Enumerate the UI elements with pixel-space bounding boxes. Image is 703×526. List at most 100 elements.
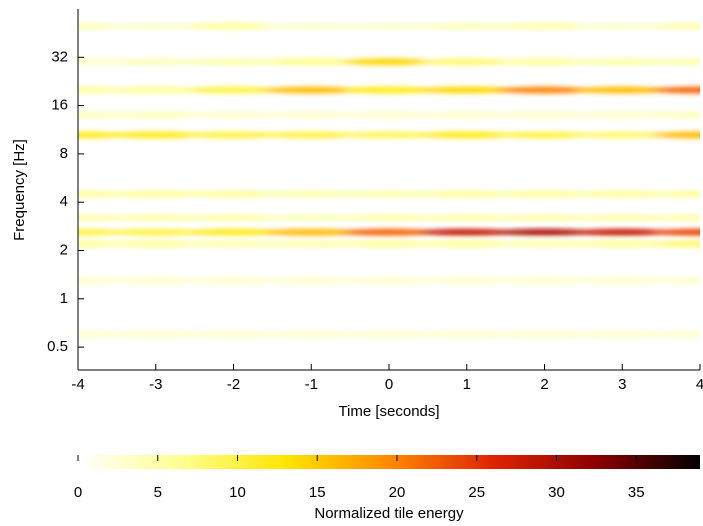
energy-cell: [185, 228, 282, 236]
energy-cell: [185, 86, 282, 94]
energy-cell: [496, 277, 593, 285]
energy-cell: [340, 214, 438, 222]
energy-cell: [651, 214, 700, 222]
energy-cell: [263, 190, 360, 198]
energy-cell: [574, 190, 671, 198]
energy-cell: [496, 86, 593, 94]
energy-cell: [651, 228, 700, 236]
y-tick-label: 8: [60, 145, 68, 162]
energy-cell: [107, 277, 204, 285]
x-axis-label: Time [seconds]: [338, 403, 439, 420]
energy-cell: [263, 228, 360, 236]
energy-cell: [107, 330, 204, 338]
x-tick-label: 3: [618, 376, 626, 393]
x-tick-label: -1: [305, 376, 318, 393]
x-tick-label: 0: [385, 376, 393, 393]
y-axis-label: Frequency [Hz]: [11, 139, 28, 241]
x-tick-label: 2: [540, 376, 548, 393]
energy-cell: [263, 330, 360, 338]
energy-cell: [574, 240, 671, 248]
energy-cell: [418, 277, 515, 285]
energy-cell: [496, 111, 593, 119]
energy-cell: [574, 330, 671, 338]
energy-cell: [574, 58, 671, 66]
colorbar-label: Normalized tile energy: [314, 505, 464, 522]
energy-cell: [185, 330, 282, 338]
energy-cell: [107, 58, 204, 66]
energy-cell: [574, 86, 671, 94]
x-tick-label: 4: [696, 376, 703, 393]
colorbar-tick-label: 0: [74, 484, 82, 501]
energy-cell: [107, 240, 204, 248]
energy-cell: [340, 58, 438, 66]
energy-cell: [107, 111, 204, 119]
energy-cell: [418, 214, 515, 222]
energy-cell: [574, 131, 671, 139]
energy-cell: [574, 22, 671, 30]
energy-cell: [185, 240, 282, 248]
energy-cell: [418, 22, 515, 30]
energy-cell: [340, 190, 438, 198]
energy-cell: [651, 240, 700, 248]
energy-cell: [651, 86, 700, 94]
energy-cell: [185, 22, 282, 30]
colorbar-tick-label: 30: [548, 484, 565, 501]
energy-cell: [418, 86, 515, 94]
colorbar-tick-label: 5: [154, 484, 162, 501]
energy-cell: [496, 240, 593, 248]
energy-cell: [185, 131, 282, 139]
y-tick-label: 2: [60, 241, 68, 258]
y-tick-label: 0.5: [47, 338, 68, 355]
energy-cell: [418, 330, 515, 338]
y-tick-label: 16: [51, 97, 68, 114]
energy-cell: [496, 330, 593, 338]
energy-cell: [574, 277, 671, 285]
energy-cell: [263, 240, 360, 248]
energy-cell: [263, 131, 360, 139]
energy-cell: [574, 228, 671, 236]
energy-cell: [263, 214, 360, 222]
energy-cell: [496, 190, 593, 198]
energy-cell: [651, 131, 700, 139]
energy-cell: [651, 277, 700, 285]
energy-cell: [574, 111, 671, 119]
energy-cell: [418, 131, 515, 139]
energy-cell: [340, 330, 438, 338]
energy-cell: [340, 22, 438, 30]
energy-cell: [107, 86, 204, 94]
energy-cell: [107, 190, 204, 198]
energy-cell: [651, 22, 700, 30]
energy-cell: [340, 228, 438, 236]
colorbar-tick-label: 25: [468, 484, 485, 501]
energy-cell: [107, 131, 204, 139]
energy-cell: [107, 228, 204, 236]
energy-cell: [185, 58, 282, 66]
energy-cell: [496, 214, 593, 222]
colorbar-tick-label: 15: [309, 484, 326, 501]
energy-cell: [418, 228, 515, 236]
energy-cell: [496, 131, 593, 139]
energy-cell: [496, 58, 593, 66]
energy-cell: [263, 277, 360, 285]
x-tick-label: 1: [463, 376, 471, 393]
energy-cell: [340, 131, 438, 139]
energy-cell: [340, 86, 438, 94]
energy-cell: [185, 111, 282, 119]
energy-cell: [263, 22, 360, 30]
energy-cell: [496, 228, 593, 236]
energy-cell: [340, 111, 438, 119]
energy-cell: [340, 240, 438, 248]
energy-cell: [185, 214, 282, 222]
y-tick-label: 1: [60, 290, 68, 307]
energy-cell: [651, 111, 700, 119]
x-tick-label: -3: [149, 376, 162, 393]
y-tick-label: 4: [60, 193, 68, 210]
energy-cell: [107, 22, 204, 30]
energy-cell: [651, 58, 700, 66]
energy-cell: [496, 22, 593, 30]
energy-cell: [418, 111, 515, 119]
energy-cell: [340, 277, 438, 285]
energy-cell: [107, 214, 204, 222]
colorbar-tick-label: 35: [628, 484, 645, 501]
colorbar: [78, 455, 700, 469]
